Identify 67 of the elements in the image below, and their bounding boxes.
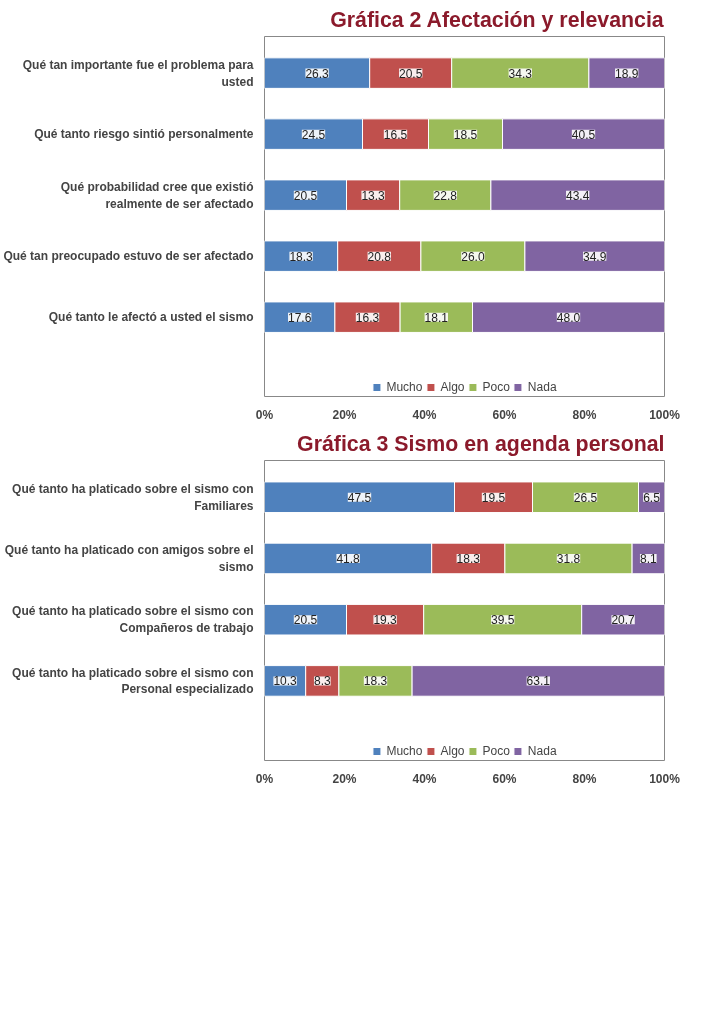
data-label: 40.5	[571, 127, 596, 142]
data-label: 20.5	[399, 66, 423, 81]
y-tick-label: Qué tanto ha platicado sobre el sismo con Personal especializado	[12, 665, 254, 697]
data-label: 63.1	[526, 674, 551, 689]
x-tick-label: 40%	[412, 771, 437, 786]
chart-title: Gráfica 2 Afectación y relevancia	[330, 7, 664, 32]
data-label: 24.5	[301, 127, 326, 142]
x-tick-label: 20%	[332, 771, 357, 786]
data-label: 43.4	[566, 188, 590, 203]
data-label: 22.8	[433, 188, 458, 203]
x-tick-label: 80%	[572, 771, 597, 786]
legend-label: Algo	[440, 744, 465, 758]
data-label: 20.5	[293, 613, 318, 628]
data-label: 16.3	[355, 310, 380, 325]
x-tick-label: 0%	[255, 771, 274, 786]
data-label: 18.5	[453, 127, 478, 142]
data-label: 41.8	[336, 551, 361, 566]
data-label: 47.5	[347, 490, 372, 505]
legend-label: Nada	[527, 744, 557, 758]
data-label: 18.1	[424, 310, 449, 325]
legend-label: Algo	[440, 380, 465, 394]
data-label: 8.3	[313, 674, 331, 689]
chart-title: Gráfica 3 Sismo en agenda personal	[297, 431, 665, 456]
y-tick-label: Qué tanto ha platicado sobre el sismo con Familiares	[12, 481, 254, 513]
x-tick-label: 20%	[332, 407, 357, 422]
y-tick-label: Qué tanto riesgo sintió personalmente	[34, 127, 254, 142]
y-tick-label: Qué tanto ha platicado con amigos sobre el sismo	[4, 543, 254, 574]
x-tick-label: 0%	[255, 407, 274, 422]
data-label: 26.0	[461, 249, 485, 264]
data-label: 19.5	[481, 490, 506, 505]
data-label: 18.3	[363, 674, 388, 689]
y-tick-label: Qué tanto ha platicado sobre el sismo con Compañeros de trabajo	[12, 604, 254, 636]
x-tick-label: 60%	[492, 771, 517, 786]
x-tick-label: 80%	[572, 407, 597, 422]
data-label: 13.3	[361, 188, 386, 203]
data-label: 26.3	[305, 66, 330, 81]
x-tick-label: 40%	[412, 407, 437, 422]
legend-label: Mucho	[386, 380, 423, 394]
data-label: 26.5	[573, 490, 598, 505]
data-label: 20.8	[367, 249, 392, 264]
x-tick-label: 60%	[492, 407, 517, 422]
data-label: 19.3	[373, 613, 398, 628]
x-tick-label: 100%	[649, 771, 681, 786]
data-label: 48.0	[556, 310, 581, 325]
y-tick-label: Qué tan importante fue el problema para usted	[22, 57, 254, 89]
data-label: 20.7	[611, 613, 636, 628]
data-label: 18.3	[289, 249, 314, 264]
data-label: 6.5	[643, 490, 661, 505]
data-label: 18.9	[615, 66, 639, 81]
data-label: 8.1	[639, 551, 657, 566]
data-label: 10.3	[273, 674, 298, 689]
x-tick-label: 100%	[649, 407, 681, 422]
data-label: 18.3	[456, 551, 481, 566]
legend-label: Poco	[482, 744, 510, 758]
y-tick-label: Qué probabilidad cree que existió realmente de ser afectado	[60, 179, 254, 211]
data-label: 34.9	[583, 249, 607, 264]
data-label: 39.5	[491, 613, 515, 628]
y-tick-label: Qué tan preocupado estuvo de ser afectado	[3, 249, 254, 264]
data-label: 17.6	[288, 310, 312, 325]
legend-label: Nada	[527, 380, 557, 394]
data-label: 34.3	[508, 66, 533, 81]
legend-label: Mucho	[386, 744, 423, 758]
legend-label: Poco	[482, 380, 510, 394]
data-label: 31.8	[556, 551, 581, 566]
y-tick-label: Qué tanto le afectó a usted el sismo	[48, 310, 254, 325]
data-label: 16.5	[383, 127, 408, 142]
data-label: 20.5	[293, 188, 318, 203]
